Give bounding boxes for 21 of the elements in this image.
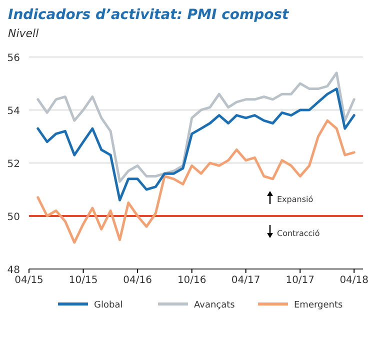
- y-tick-label: 50: [7, 212, 20, 223]
- x-tick-label: 04/17: [231, 275, 260, 286]
- x-tick-label: 04/18: [340, 275, 369, 286]
- x-tick-label: 10/15: [68, 275, 98, 286]
- legend-label: Avançats: [194, 300, 236, 310]
- x-tick-label: 04/16: [123, 275, 152, 286]
- annotation: Contracció: [277, 229, 320, 238]
- y-tick-label: 48: [7, 265, 20, 276]
- line-series: [36, 119, 356, 244]
- y-tick-label: 54: [7, 106, 20, 117]
- legend-label: Emergents: [294, 300, 344, 310]
- x-tick-label: 04/15: [14, 275, 44, 286]
- chart-title: Indicadors d’activitat: PMI compost: [8, 7, 290, 23]
- legend-label: Global: [94, 300, 123, 310]
- annotation: Expansió: [277, 195, 314, 204]
- y-tick-label: 56: [7, 53, 20, 64]
- y-tick-label: 52: [7, 159, 20, 170]
- x-tick-label: 10/17: [286, 275, 315, 286]
- line-series: [36, 72, 356, 183]
- x-tick-label: 10/16: [177, 275, 206, 286]
- chart-subtitle: Nivell: [8, 27, 39, 40]
